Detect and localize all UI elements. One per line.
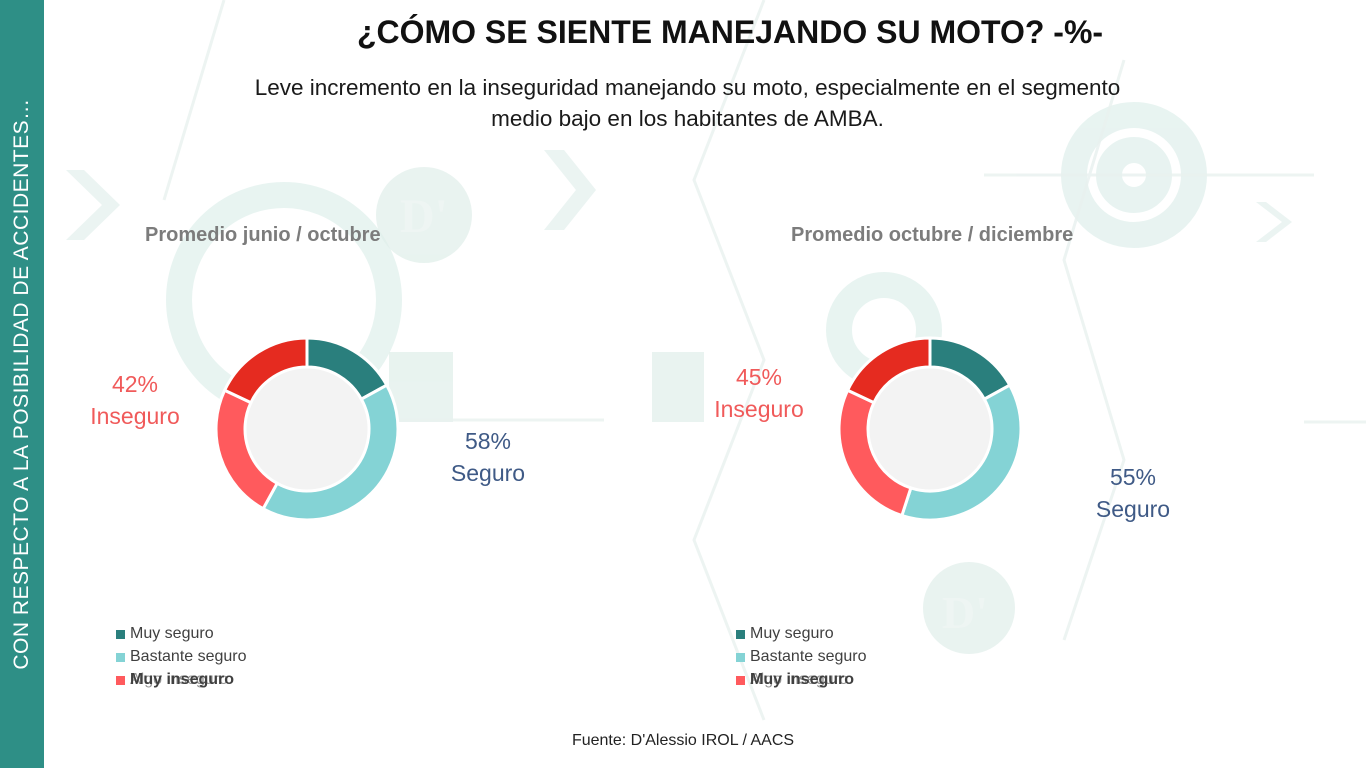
legend-item-inseguro: Algo inseguro Muy inseguro (116, 668, 247, 691)
legend-swatch (736, 653, 745, 662)
chart-2-inseguro-callout: 45% Inseguro (704, 361, 814, 425)
slice-muy-inseguro (845, 336, 932, 405)
sidebar: CON RESPECTO A LA POSIBILIDAD DE ACCIDEN… (0, 0, 44, 768)
chart-1-seguro-callout: 58% Seguro (440, 425, 536, 489)
legend-swatch (116, 630, 125, 639)
slice-bastante-seguro (261, 383, 400, 522)
svg-text:D': D' (400, 190, 448, 243)
legend-item-muy-seguro: Muy seguro (116, 622, 247, 645)
legend-label-algo-inseguro: Algo inseguro (750, 671, 848, 688)
slice-muy-inseguro (222, 336, 309, 405)
source-note: Fuente: D'Alessio IROL / AACS (571, 732, 795, 749)
chart-2-donut (837, 336, 1023, 522)
legend-swatch (116, 676, 125, 685)
chart-1-title: Promedio junio / octubre (145, 224, 381, 246)
page-subtitle: Leve incremento en la inseguridad maneja… (200, 72, 1175, 134)
chart-1-seguro-pct: 58% (464, 428, 512, 454)
page-title: ¿CÓMO SE SIENTE MANEJANDO SU MOTO? -%- (356, 14, 1104, 50)
chart-2-seguro-pct: 55% (1109, 464, 1157, 490)
chart-1-donut (214, 336, 400, 522)
chart-1-seguro-label: Seguro (450, 460, 526, 486)
subtitle-line-1: Leve incremento en la inseguridad maneja… (254, 75, 1121, 100)
chart-2-inseguro-label: Inseguro (714, 396, 804, 422)
chart-1-inseguro-callout: 42% Inseguro (80, 368, 190, 432)
legend-item-muy-seguro: Muy seguro (736, 622, 867, 645)
chart-2-title: Promedio octubre / diciembre (791, 224, 1074, 246)
legend-label-algo-inseguro: Algo inseguro (130, 671, 228, 688)
legend-swatch (116, 653, 125, 662)
legend-label: Muy seguro (130, 625, 214, 642)
legend-item-bastante-seguro: Bastante seguro (116, 645, 247, 668)
legend-label: Muy seguro (750, 625, 834, 642)
legend-item-bastante-seguro: Bastante seguro (736, 645, 867, 668)
slice-bastante-seguro (899, 383, 1023, 522)
subtitle-line-2: medio bajo en los habitantes de AMBA. (491, 106, 884, 131)
chart-1-inseguro-label: Inseguro (90, 403, 180, 429)
legend-swatch (736, 630, 745, 639)
chart-2-inseguro-pct: 45% (735, 364, 783, 390)
legend-label: Bastante seguro (130, 648, 247, 665)
chart-2-seguro-label: Seguro (1095, 496, 1171, 522)
chart-2-legend: Muy seguro Bastante seguro Algo inseguro… (736, 622, 867, 691)
legend-swatch (736, 676, 745, 685)
sidebar-label: CON RESPECTO A LA POSIBILIDAD DE ACCIDEN… (10, 98, 33, 670)
chart-2-seguro-callout: 55% Seguro (1085, 461, 1181, 525)
legend-item-inseguro: Algo inseguro Muy inseguro (736, 668, 867, 691)
legend-label-muy-inseguro: Muy inseguro (130, 671, 235, 688)
legend-label: Bastante seguro (750, 648, 867, 665)
chart-1-legend: Muy seguro Bastante seguro Algo inseguro… (116, 622, 247, 691)
legend-label-muy-inseguro: Muy inseguro (750, 671, 855, 688)
chart-1-inseguro-pct: 42% (111, 371, 159, 397)
svg-text:D': D' (942, 587, 988, 638)
